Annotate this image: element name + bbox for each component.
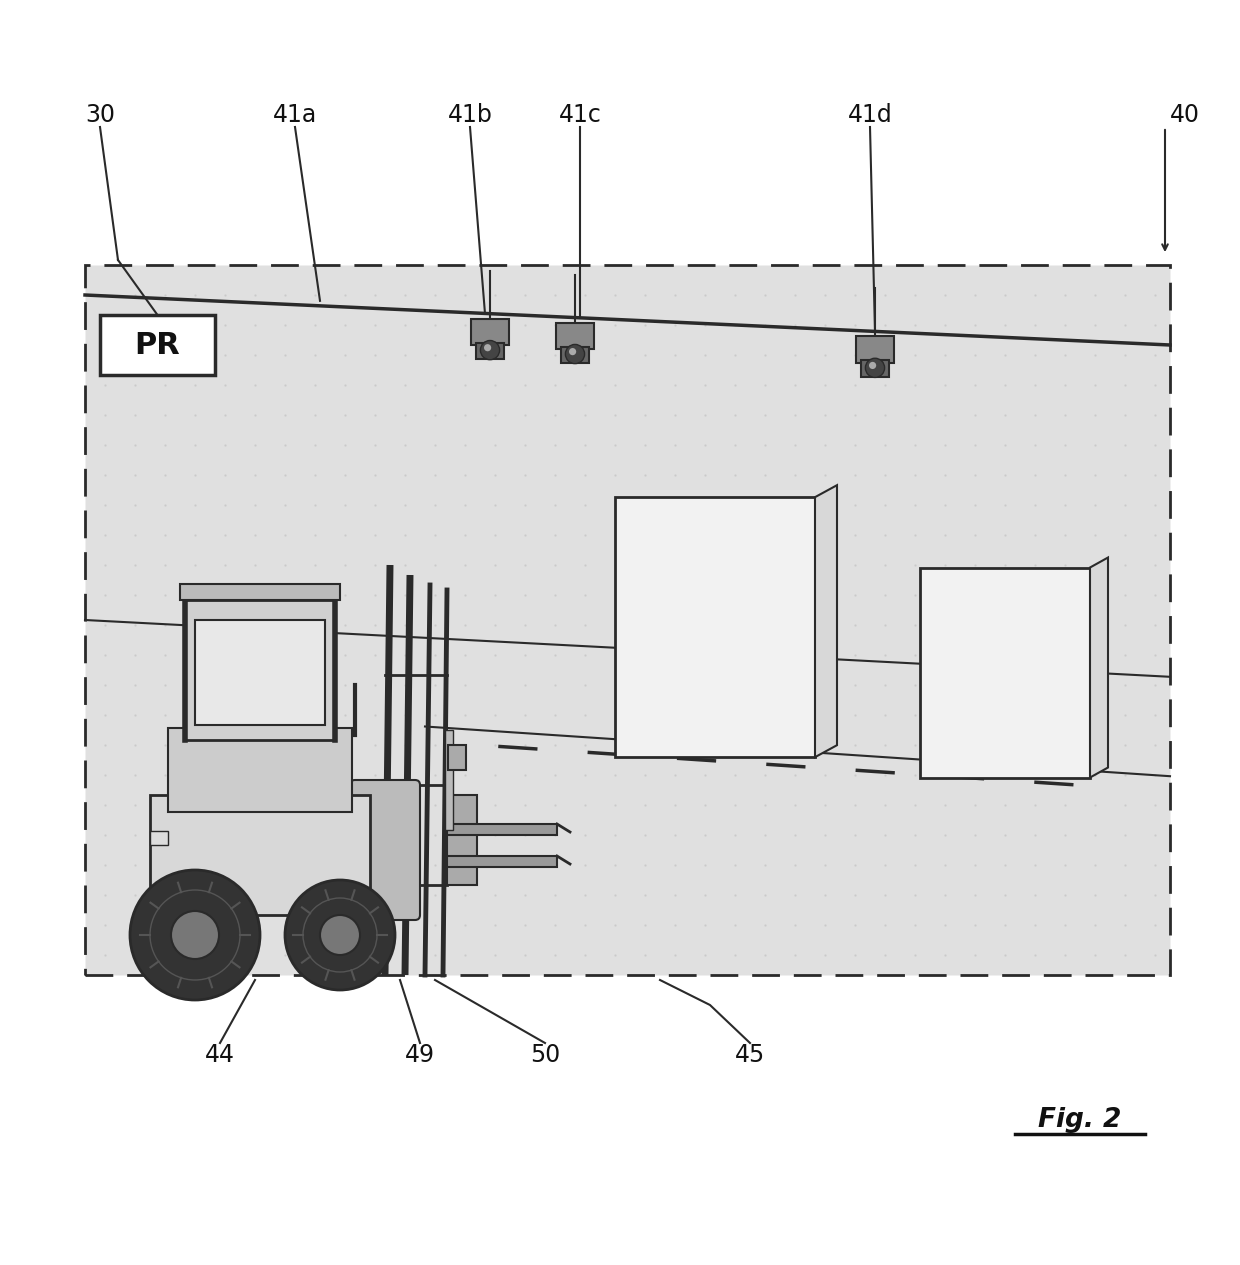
Bar (861, 361, 889, 377)
Circle shape (565, 344, 584, 363)
Bar (446, 824, 557, 835)
Bar (920, 568, 1090, 778)
Bar (86, 264, 1171, 975)
Text: 41d: 41d (848, 102, 893, 126)
Text: Fig. 2: Fig. 2 (1038, 1107, 1122, 1133)
Bar (448, 745, 466, 770)
Text: 41a: 41a (273, 102, 317, 126)
Text: 41b: 41b (448, 102, 492, 126)
Circle shape (484, 344, 491, 352)
Polygon shape (815, 486, 837, 758)
Bar (150, 907, 170, 915)
Bar (446, 856, 557, 867)
Text: 30: 30 (86, 102, 115, 126)
Bar (150, 794, 370, 915)
Bar (856, 336, 894, 363)
Bar (445, 730, 453, 830)
Circle shape (285, 880, 396, 990)
Bar (471, 319, 510, 345)
Text: 50: 50 (529, 1044, 560, 1066)
Circle shape (869, 362, 877, 369)
Bar (556, 323, 594, 349)
Text: 41c: 41c (558, 102, 601, 126)
Text: PR: PR (135, 330, 180, 359)
Circle shape (480, 340, 500, 359)
Circle shape (130, 870, 260, 1001)
FancyBboxPatch shape (167, 727, 352, 812)
Text: 40: 40 (1171, 102, 1200, 126)
Text: 44: 44 (205, 1044, 236, 1066)
Bar (180, 584, 340, 600)
Circle shape (569, 348, 577, 355)
Bar (615, 497, 815, 758)
Bar (476, 343, 505, 359)
FancyBboxPatch shape (350, 781, 420, 920)
Bar (195, 620, 325, 725)
Circle shape (171, 911, 219, 959)
Bar (150, 831, 167, 845)
Text: 49: 49 (405, 1044, 435, 1066)
Circle shape (866, 358, 884, 377)
Bar (560, 347, 589, 363)
Bar (446, 794, 477, 885)
Bar (100, 315, 215, 374)
Bar (185, 600, 335, 740)
Polygon shape (1090, 558, 1109, 778)
Text: 45: 45 (735, 1044, 765, 1066)
Circle shape (320, 915, 360, 955)
